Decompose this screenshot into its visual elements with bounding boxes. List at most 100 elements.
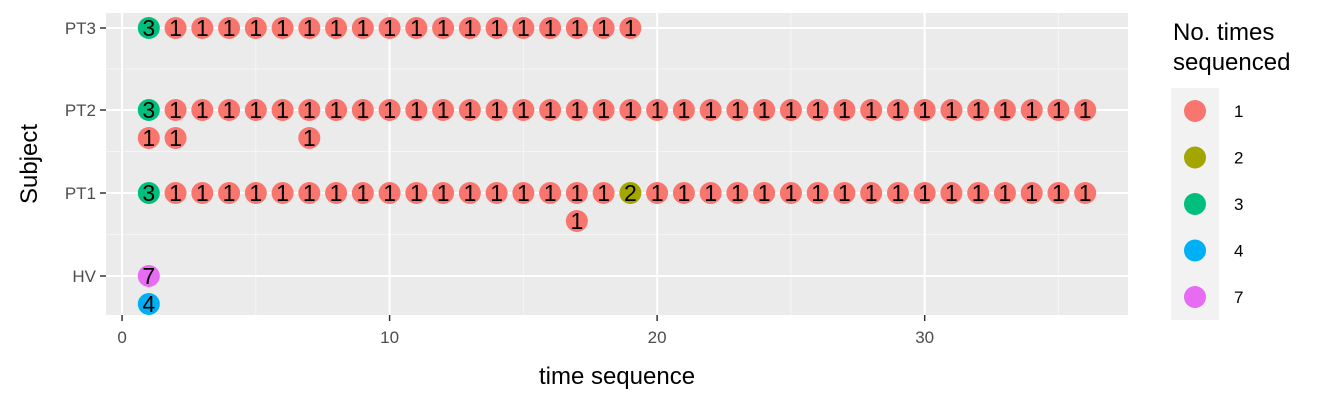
data-point-label: 1 [544, 180, 557, 206]
data-point-label: 1 [570, 97, 583, 123]
data-point-label: 1 [570, 15, 583, 41]
data-point [271, 99, 294, 121]
data-point [191, 99, 214, 121]
data-point [271, 17, 294, 39]
data-point-label: 1 [651, 180, 664, 206]
data-point [298, 17, 321, 39]
data-point-label: 1 [410, 15, 423, 41]
data-point-label: 1 [517, 15, 530, 41]
data-point-label: 1 [918, 180, 931, 206]
data-point [860, 182, 883, 204]
data-point-label: 1 [651, 97, 664, 123]
data-point-label: 1 [811, 97, 824, 123]
legend-key [1184, 193, 1206, 215]
legend-key [1184, 239, 1206, 262]
data-point [539, 182, 562, 204]
data-point-label: 1 [383, 15, 396, 41]
data-point [860, 99, 883, 121]
data-point [298, 99, 321, 121]
data-point [806, 182, 829, 204]
data-point [137, 182, 160, 204]
data-point [646, 182, 669, 204]
data-point-label: 1 [1052, 97, 1065, 123]
data-point-label: 2 [624, 180, 637, 206]
legend-keys: 1 2 3 4 7 [1184, 100, 1243, 308]
data-point [512, 99, 535, 121]
data-point [137, 265, 160, 287]
data-point-label: 1 [196, 180, 209, 206]
data-point-label: 1 [249, 15, 262, 41]
data-point-label: 1 [463, 15, 476, 41]
data-point-label: 1 [356, 180, 369, 206]
data-point-label: 1 [303, 15, 316, 41]
data-point [1020, 182, 1043, 204]
data-point [1020, 99, 1043, 121]
data-point-label: 1 [544, 15, 557, 41]
data-point [405, 99, 428, 121]
legend-key [1184, 146, 1206, 169]
data-point [432, 17, 455, 39]
data-point-label: 1 [463, 97, 476, 123]
data-point-label: 1 [865, 97, 878, 123]
data-point [1047, 182, 1070, 204]
data-point-label: 1 [517, 97, 530, 123]
data-point-label: 1 [437, 180, 450, 206]
data-point [378, 99, 401, 121]
data-point [1074, 99, 1097, 121]
data-point [485, 17, 508, 39]
data-point-label: 1 [892, 180, 905, 206]
data-point-label: 1 [383, 97, 396, 123]
data-point-label: 1 [945, 97, 958, 123]
data-point-label: 1 [677, 180, 690, 206]
data-point-label: 1 [169, 97, 182, 123]
data-point [298, 182, 321, 204]
data-point [940, 99, 963, 121]
data-point [325, 17, 348, 39]
data-point [726, 182, 749, 204]
data-point [485, 99, 508, 121]
data-point-label: 1 [276, 15, 289, 41]
data-point [432, 99, 455, 121]
data-point [378, 17, 401, 39]
data-point [565, 182, 588, 204]
data-point-label: 1 [490, 180, 503, 206]
data-point-label: 1 [490, 15, 503, 41]
data-point-label: 1 [811, 180, 824, 206]
legend-key [1184, 100, 1206, 122]
data-point-label: 1 [223, 15, 236, 41]
data-point [699, 182, 722, 204]
data-point-label: 1 [918, 97, 931, 123]
legend-label: 7 [1234, 288, 1243, 307]
data-point-label: 1 [731, 97, 744, 123]
data-point [565, 99, 588, 121]
data-point-label: 1 [490, 97, 503, 123]
data-point [753, 99, 776, 121]
data-point-label: 1 [330, 15, 343, 41]
data-point-label: 1 [838, 180, 851, 206]
data-point [833, 182, 856, 204]
data-point-label: 1 [383, 180, 396, 206]
data-point-label: 1 [677, 97, 690, 123]
data-point-label: 1 [597, 15, 610, 41]
data-point [218, 17, 241, 39]
data-point [164, 182, 187, 204]
data-point-label: 1 [972, 180, 985, 206]
data-point [619, 99, 642, 121]
data-point-label: 1 [838, 97, 851, 123]
data-point-label: 1 [303, 180, 316, 206]
data-point-label: 1 [865, 180, 878, 206]
data-point [512, 182, 535, 204]
data-point [886, 99, 909, 121]
data-point-label: 4 [142, 291, 155, 317]
data-point [592, 17, 615, 39]
data-point [806, 99, 829, 121]
data-point-label: 7 [142, 263, 155, 289]
legend-label: 1 [1234, 102, 1243, 121]
y-axis-title: Subject [16, 124, 43, 204]
data-point [244, 17, 267, 39]
data-point-label: 1 [624, 97, 637, 123]
data-point-label: 1 [945, 180, 958, 206]
legend-title-line-1: No. times [1173, 19, 1274, 46]
legend-label: 4 [1234, 242, 1243, 261]
